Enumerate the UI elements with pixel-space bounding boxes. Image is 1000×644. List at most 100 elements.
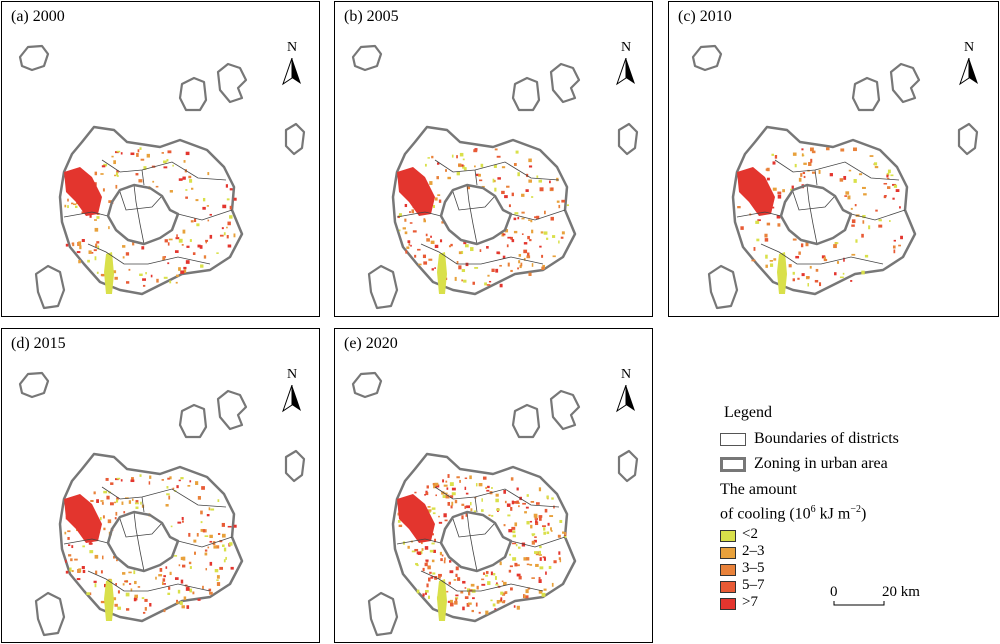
cooling-title-exp2: −2	[850, 504, 861, 515]
cooling-patch	[96, 271, 99, 274]
panel-title: (b) 2005	[344, 8, 399, 25]
cooling-patch	[200, 521, 203, 524]
cooling-patch	[183, 266, 187, 270]
class-swatch	[720, 598, 736, 610]
cooling-patch	[432, 533, 434, 536]
cooling-patch	[81, 238, 85, 243]
north-label: N	[963, 40, 975, 55]
cooling-patch	[497, 177, 501, 180]
cooling-patch	[526, 563, 530, 566]
cooling-patch	[449, 570, 454, 574]
cooling-patch	[543, 557, 546, 561]
cooling-patch	[425, 492, 429, 496]
cooling-patch	[800, 173, 803, 177]
river-patch	[104, 579, 114, 621]
cooling-patch	[190, 187, 194, 190]
cooling-patch	[520, 262, 523, 267]
cooling-patch	[199, 245, 203, 249]
cooling-patch	[96, 241, 100, 244]
urban-zone-outline	[391, 125, 577, 296]
cooling-patch	[94, 583, 97, 588]
cooling-patch	[426, 238, 430, 242]
cooling-patch	[227, 221, 231, 226]
cooling-patch	[899, 206, 901, 209]
cooling-patch	[874, 162, 878, 166]
cooling-patch	[71, 570, 74, 573]
cooling-patch	[125, 281, 130, 284]
cooling-patch	[149, 475, 152, 479]
cooling-patch	[159, 568, 163, 572]
cooling-patch	[429, 571, 432, 574]
cooling-patch	[506, 244, 509, 248]
cooling-patch	[480, 509, 484, 512]
cooling-patch	[422, 593, 425, 597]
cooling-patch	[504, 195, 508, 199]
cooling-patch	[114, 517, 117, 520]
cooling-patch	[81, 211, 86, 214]
cooling-patch	[455, 594, 459, 597]
cooling-patch	[842, 272, 845, 275]
cooling-patch	[161, 581, 164, 586]
panel-title: (c) 2010	[678, 8, 732, 25]
cooling-patch	[467, 591, 471, 596]
cooling-patch	[546, 531, 550, 535]
cooling-patch	[424, 546, 429, 550]
class-swatch	[720, 564, 736, 576]
cooling-patch	[482, 476, 487, 480]
cooling-patch	[513, 501, 517, 504]
cooling-patch	[499, 561, 502, 566]
cooling-patch	[188, 532, 191, 537]
cooling-patch	[542, 525, 546, 528]
cooling-patch	[504, 229, 509, 233]
cooling-patch	[181, 520, 184, 523]
cooling-patch	[454, 597, 459, 600]
cooling-patch	[792, 152, 797, 156]
satellite-zone-outline	[851, 76, 881, 112]
cooling-patch	[538, 550, 542, 555]
cooling-patch	[207, 172, 210, 176]
cooling-patch	[182, 556, 186, 561]
cooling-patch	[491, 514, 494, 517]
cooling-patch	[495, 498, 499, 503]
cooling-patch	[152, 180, 155, 183]
cooling-patch	[516, 605, 520, 610]
cooling-patch	[226, 226, 228, 229]
cooling-patch	[70, 558, 73, 562]
cooling-patch	[397, 520, 401, 523]
cooling-patch	[130, 152, 135, 156]
cooling-patch	[556, 200, 560, 203]
cooling-patch	[558, 557, 561, 560]
cooling-patch	[93, 491, 96, 495]
cooling-title-exp: 6	[810, 504, 816, 515]
cooling-patch	[562, 531, 565, 534]
cooling-patch	[163, 609, 166, 613]
cooling-patch	[404, 218, 407, 222]
cooling-patch	[103, 163, 108, 167]
north-arrow-icon: N	[615, 40, 637, 86]
cooling-patch	[765, 254, 768, 259]
cooling-patch	[116, 559, 118, 562]
cooling-patch	[494, 187, 497, 192]
cooling-patch	[432, 512, 436, 515]
cooling-patch	[517, 546, 521, 549]
cooling-patch	[437, 576, 441, 579]
cooling-patch	[519, 264, 522, 269]
cooling-patch	[806, 276, 810, 279]
cooling-patch	[114, 174, 117, 177]
cooling-patch	[182, 229, 186, 234]
map-2005	[351, 44, 639, 310]
cooling-patch	[89, 592, 92, 596]
cooling-patch	[449, 482, 454, 487]
cooling-patch	[181, 605, 185, 609]
cooling-patch	[167, 242, 170, 246]
cooling-patch	[463, 241, 467, 245]
cooling-patch	[139, 474, 142, 477]
cooling-patch	[125, 252, 130, 256]
cooling-patch	[529, 520, 533, 523]
cooling-patch	[521, 542, 526, 547]
urban-zone-outline	[58, 452, 244, 623]
cooling-patch	[486, 489, 490, 492]
cooling-patch	[547, 522, 550, 526]
cooling-patch	[533, 513, 538, 518]
cooling-patch	[189, 179, 193, 183]
